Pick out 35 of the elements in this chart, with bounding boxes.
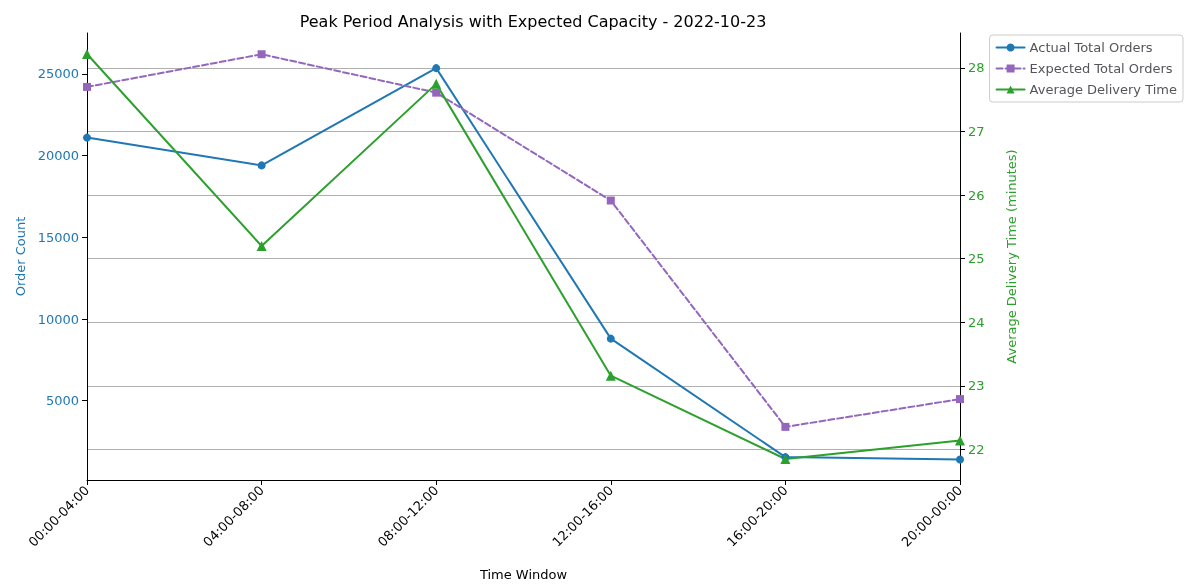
point bbox=[82, 48, 92, 59]
y2-tick-label: 22 bbox=[968, 441, 985, 457]
point bbox=[432, 64, 441, 73]
point bbox=[956, 395, 964, 404]
y2-tick-label: 26 bbox=[968, 187, 985, 203]
point bbox=[432, 88, 441, 97]
y2-tick-label: 28 bbox=[968, 60, 985, 76]
point bbox=[83, 82, 91, 91]
point bbox=[956, 455, 964, 464]
y2-axis-title: Average Delivery Time (minutes) bbox=[1004, 149, 1019, 364]
y-tick-label: 5000 bbox=[45, 393, 79, 409]
y2-tick-label: 24 bbox=[968, 314, 985, 330]
point bbox=[257, 50, 266, 59]
point bbox=[955, 435, 965, 446]
y-tick-label: 25000 bbox=[37, 66, 79, 82]
y2-tick-label: 27 bbox=[968, 124, 985, 140]
legend-label: Average Delivery Time bbox=[1029, 82, 1178, 97]
y-tick-label: 15000 bbox=[37, 229, 79, 245]
point bbox=[257, 161, 266, 170]
point bbox=[431, 78, 442, 89]
y-tick-label: 20000 bbox=[37, 148, 79, 164]
chart-title: Peak Period Analysis with Expected Capacity - 2022-10-23 bbox=[299, 11, 767, 31]
point bbox=[83, 133, 91, 142]
point bbox=[605, 370, 616, 381]
y-axis-title: Order Count bbox=[12, 216, 28, 297]
legend-label: Actual Total Orders bbox=[1029, 40, 1153, 55]
point bbox=[606, 334, 615, 343]
legend-label: Expected Total Orders bbox=[1029, 61, 1173, 76]
y2-tick-label: 23 bbox=[968, 378, 985, 394]
point bbox=[781, 422, 790, 431]
point bbox=[606, 196, 615, 205]
x-axis-title: Time Window bbox=[478, 567, 568, 582]
y2-tick-label: 25 bbox=[968, 251, 985, 267]
point bbox=[256, 241, 267, 252]
y-tick-label: 10000 bbox=[37, 311, 79, 327]
